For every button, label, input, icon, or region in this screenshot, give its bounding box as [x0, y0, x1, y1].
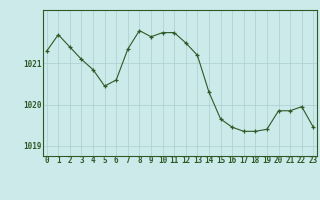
Text: Graphe pression niveau de la mer (hPa): Graphe pression niveau de la mer (hPa): [58, 185, 262, 194]
